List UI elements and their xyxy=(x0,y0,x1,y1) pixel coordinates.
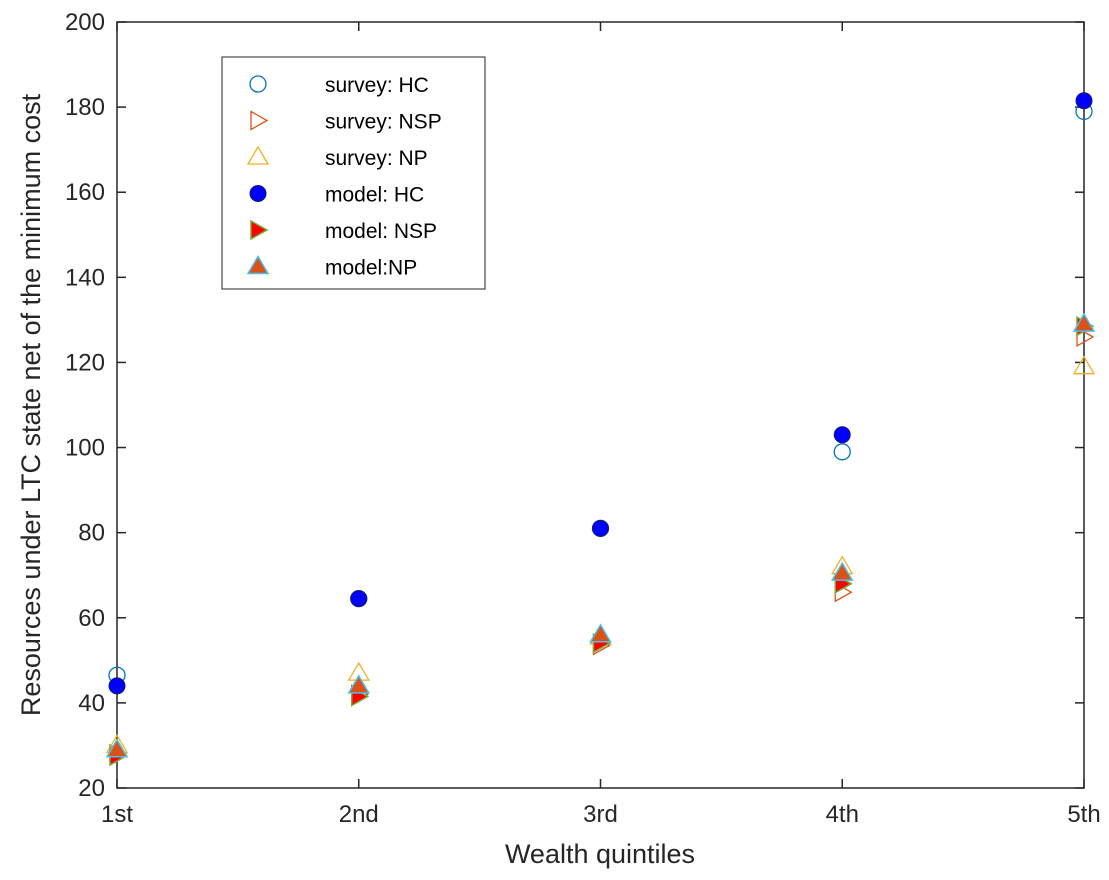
y-tick-label: 120 xyxy=(65,349,105,376)
series-5 xyxy=(105,312,1096,758)
y-tick-label: 160 xyxy=(65,179,105,206)
y-tick-label: 200 xyxy=(65,9,105,36)
legend-marker xyxy=(246,255,270,275)
legend-marker xyxy=(250,110,269,131)
data-point xyxy=(105,738,129,758)
x-tick-label: 4th xyxy=(826,801,859,828)
legend-marker xyxy=(249,75,267,93)
x-axis-label: Wealth quintiles xyxy=(505,839,695,869)
y-axis-label: Resources under LTC state net of the min… xyxy=(16,93,46,716)
y-tick-label: 40 xyxy=(78,690,105,717)
data-point xyxy=(833,443,851,461)
data-point xyxy=(1072,312,1096,332)
y-tick-label: 100 xyxy=(65,435,105,462)
legend-marker xyxy=(249,185,267,202)
legend: survey: HC survey: NSP survey: NP model: HC… xyxy=(221,56,486,290)
series-3 xyxy=(108,92,1093,695)
legend-label: model: HC xyxy=(325,184,424,207)
legend-label: model: NSP xyxy=(325,220,437,243)
legend-label: survey: NP xyxy=(325,147,428,170)
y-axis-ticks: 20 40 60 80 100 120 140 160 180 200 xyxy=(65,9,1084,802)
y-tick-label: 140 xyxy=(65,264,105,291)
legend-marker xyxy=(246,145,270,165)
y-tick-label: 60 xyxy=(78,605,105,632)
data-point xyxy=(108,677,126,695)
y-tick-label: 180 xyxy=(65,94,105,121)
x-tick-label: 3rd xyxy=(583,801,618,828)
y-tick-label: 80 xyxy=(78,520,105,547)
data-point xyxy=(833,426,851,444)
data-point xyxy=(350,590,368,608)
legend-box xyxy=(221,56,486,290)
legend-marker xyxy=(250,219,269,241)
x-tick-label: 5th xyxy=(1067,801,1100,828)
data-point xyxy=(592,519,609,537)
legend-label: survey: HC xyxy=(325,74,429,97)
data-points xyxy=(105,92,1096,767)
legend-label: survey: NSP xyxy=(325,111,442,134)
x-tick-label: 2nd xyxy=(339,801,379,828)
data-point xyxy=(1072,355,1096,375)
x-tick-label: 1st xyxy=(101,801,133,828)
data-point xyxy=(347,674,371,694)
data-point xyxy=(1076,326,1095,348)
x-axis-ticks: 1st 2nd 3rd 4th 5th xyxy=(101,22,1101,828)
data-point xyxy=(1075,92,1093,110)
data-point xyxy=(830,561,854,581)
data-point xyxy=(589,623,612,643)
legend-label: model:NP xyxy=(325,257,417,280)
y-tick-label: 20 xyxy=(78,775,105,802)
